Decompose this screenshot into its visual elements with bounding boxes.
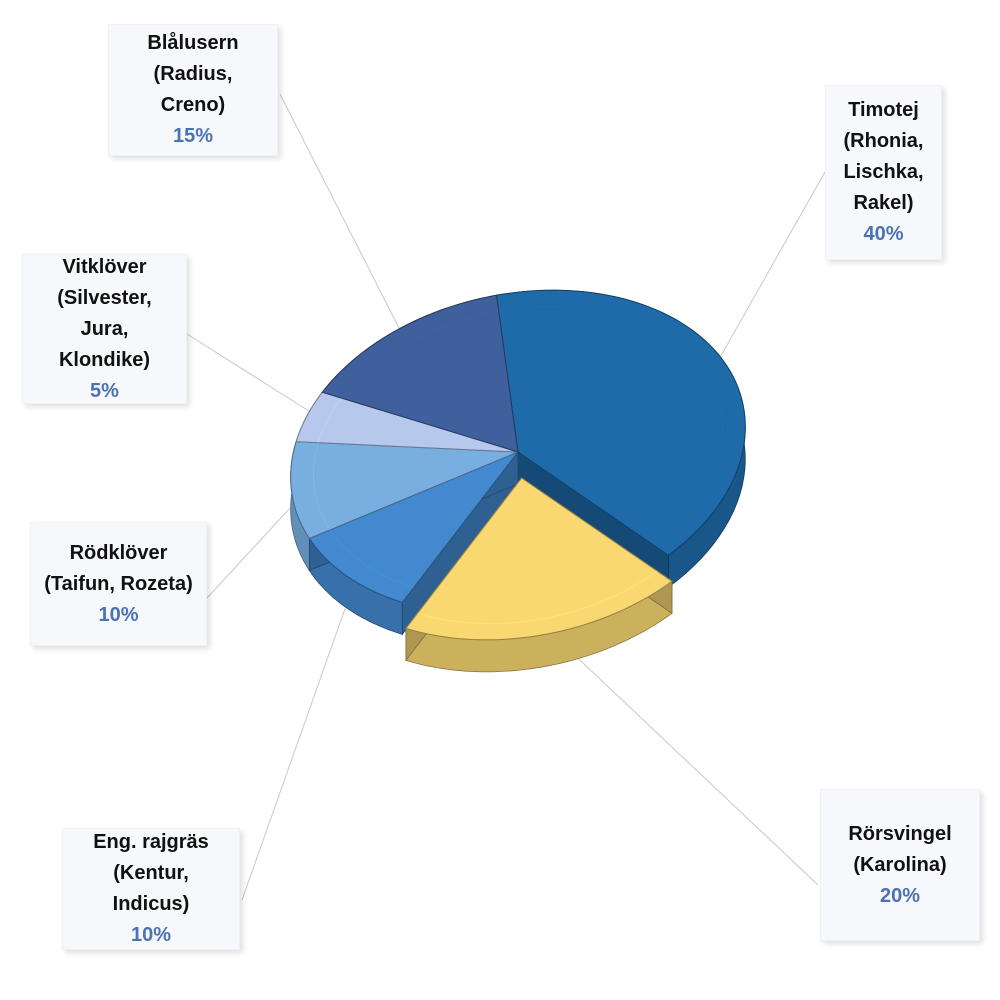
data-label-name: Vitklöver <box>62 255 147 278</box>
leader-line-rorsvingel-karolina <box>541 623 819 886</box>
pie-slice-eng-rajgras-kentur-indicus <box>308 450 520 603</box>
data-label-name: Timotej <box>848 99 919 121</box>
data-label-name: Rörsvingel <box>848 822 952 845</box>
data-label-percent: 20% <box>879 884 921 907</box>
pie-tops <box>290 289 746 641</box>
data-label-name: Rakel) <box>853 192 914 214</box>
data-label-percent: 10% <box>98 603 139 626</box>
leader-line-timotej-rhonia-lischka-rakel <box>711 171 826 372</box>
pie-rim-timotej-rhonia-lischka-rakel <box>498 305 724 546</box>
leader-line-blalusern-radius-creno <box>279 93 406 340</box>
leader-line-vitklover-silvester-jura-klondike <box>186 333 322 420</box>
data-label-name: Klondike) <box>58 348 151 371</box>
pie-rim-rorsvingel-karolina <box>417 570 658 625</box>
pie-slice-timotej-rhonia-lischka-rakel <box>495 289 746 556</box>
data-label-rodklover-taifun-rozeta: Rödklöver (Taifun, Rozeta) 10% <box>30 522 207 646</box>
data-label-name: (Rhonia, <box>843 130 924 152</box>
data-label-vitklover-silvester-jura-klondike: Vitklöver (Silvester, Jura, Klondike) 5% <box>22 254 187 404</box>
pie-slice-rorsvingel-karolina <box>405 477 673 641</box>
data-label-name: (Radius, Creno) <box>153 63 233 116</box>
leader-line-eng-rajgras-kentur-indicus <box>241 567 360 901</box>
pie-rim-eng-rajgras-kentur-indicus <box>329 529 415 588</box>
pie-slice-rodklover-taifun-rozeta <box>290 441 519 540</box>
pie-rim-rodklover-taifun-rozeta <box>312 442 331 531</box>
data-label-name: (Karolina) <box>853 853 947 876</box>
leader-lines <box>186 93 826 901</box>
data-label-rorsvingel-karolina: Rörsvingel (Karolina) 20% <box>820 789 980 941</box>
pie-slice-vitklover-silvester-jura-klondike <box>295 391 519 453</box>
pie-rim-blalusern-radius-creno <box>341 310 499 399</box>
data-label-percent: 5% <box>90 379 119 402</box>
data-label-percent: 40% <box>863 223 904 245</box>
data-label-eng-rajgras-kentur-indicus: Eng. rajgräs (Kentur, Indicus) 10% <box>62 828 240 950</box>
data-label-percent: 15% <box>172 125 214 147</box>
data-label-blalusern-radius-creno: Blålusern (Radius, Creno) 15% <box>108 24 278 156</box>
data-label-name: Eng. rajgräs <box>93 831 209 853</box>
data-label-name: (Silvester, Jura, <box>57 286 152 340</box>
data-label-name: Lischka, <box>843 161 924 183</box>
data-label-name: (Kentur, Indicus) <box>112 862 190 915</box>
data-label-name: Blålusern <box>147 32 239 54</box>
pie-slice-blalusern-radius-creno <box>321 294 519 453</box>
data-label-name: (Taifun, Rozeta) <box>44 572 193 595</box>
data-label-percent: 10% <box>130 924 172 946</box>
pie-rim-vitklover-silvester-jura-klondike <box>317 397 343 443</box>
data-label-timotej-rhonia-lischka-rakel: Timotej (Rhonia, Lischka, Rakel) 40% <box>825 85 942 260</box>
data-label-name: Rödklöver <box>69 541 168 564</box>
